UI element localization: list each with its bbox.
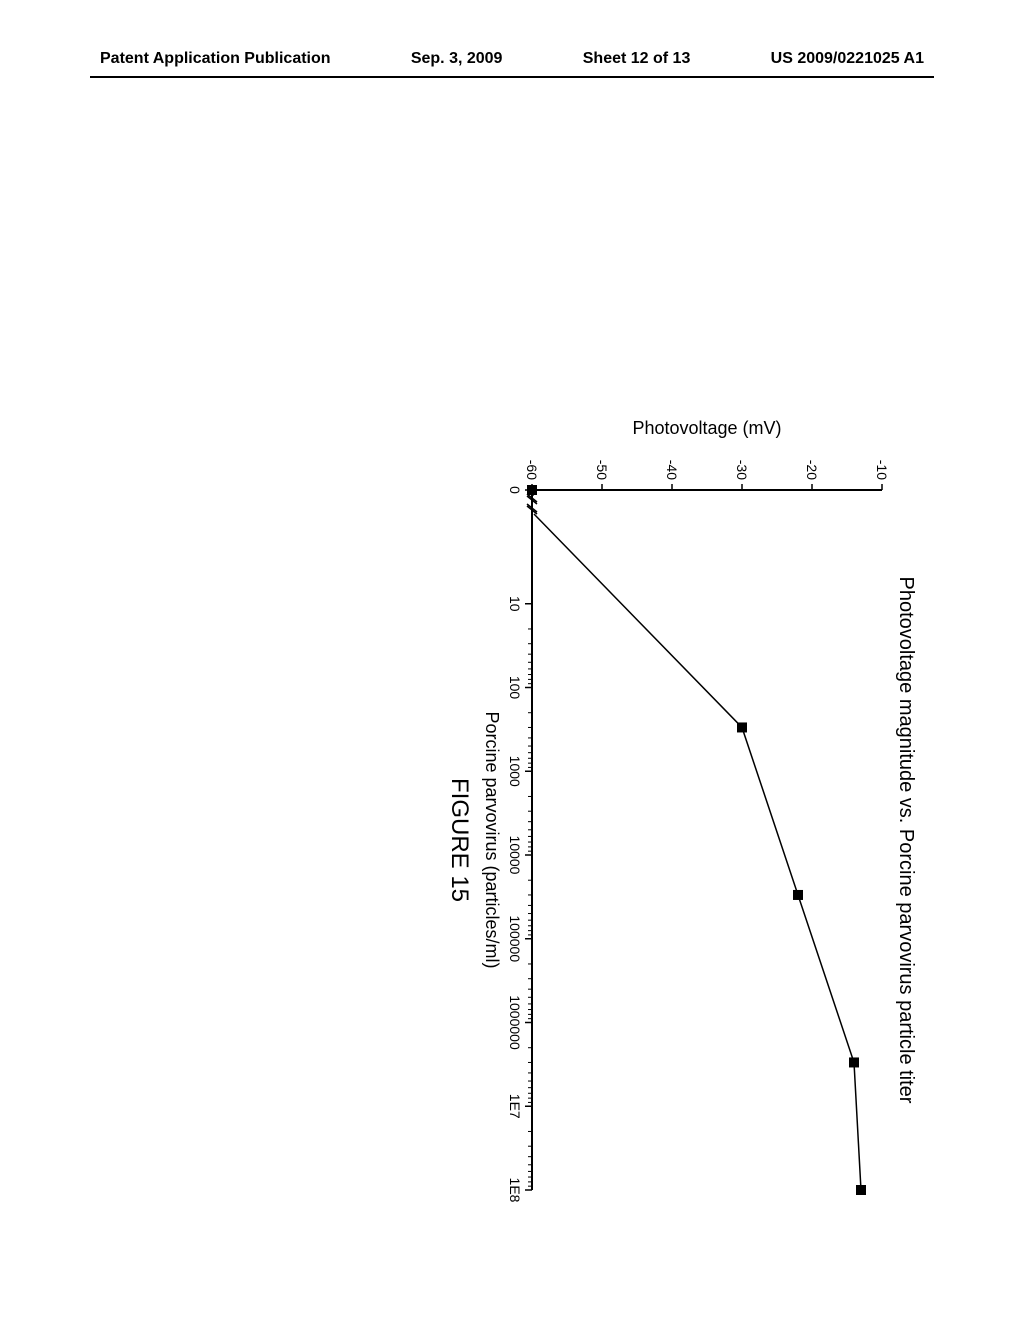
header-right: US 2009/0221025 A1 [771,50,924,68]
data-line [534,514,861,1190]
x-tick-label: 10 [507,596,523,612]
y-tick-label: -10 [874,460,890,480]
x-tick-label: 100000 [507,915,523,962]
y-tick-label: -50 [594,460,610,480]
data-marker [737,722,747,732]
data-marker [527,485,537,495]
x-tick-label: 1000000 [507,995,523,1050]
x-tick-label: 1E8 [507,1178,523,1203]
x-tick-label: 100 [507,676,523,700]
chart-title: Photovoltage magnitude vs. Porcine parvo… [895,577,917,1104]
x-axis-label: Porcine parvovirus (particles/ml) [482,711,502,968]
y-tick-label: -20 [804,460,820,480]
y-tick-label: -40 [664,460,680,480]
data-marker [849,1057,859,1067]
x-tick-label: 1E7 [507,1094,523,1119]
patent-header: Patent Application Publication Sep. 3, 2… [0,50,1024,68]
x-tick-label: 10000 [507,836,523,875]
y-axis-label: Photovoltage (mV) [632,418,781,438]
header-rule [90,76,934,78]
x-tick-label: 1000 [507,756,523,787]
header-sheet: Sheet 12 of 13 [583,50,691,68]
figure-label: FIGURE 15 [446,778,473,902]
y-tick-label: -60 [524,460,540,480]
header-left: Patent Application Publication [100,50,331,68]
y-tick-label: -30 [734,460,750,480]
data-marker [856,1185,866,1195]
x-tick-label: 0 [507,486,523,494]
data-marker [793,890,803,900]
chart-container: Photovoltage magnitude vs. Porcine parvo… [102,410,922,910]
chart-svg: Photovoltage magnitude vs. Porcine parvo… [422,410,922,1230]
header-mid: Sep. 3, 2009 [411,50,503,68]
